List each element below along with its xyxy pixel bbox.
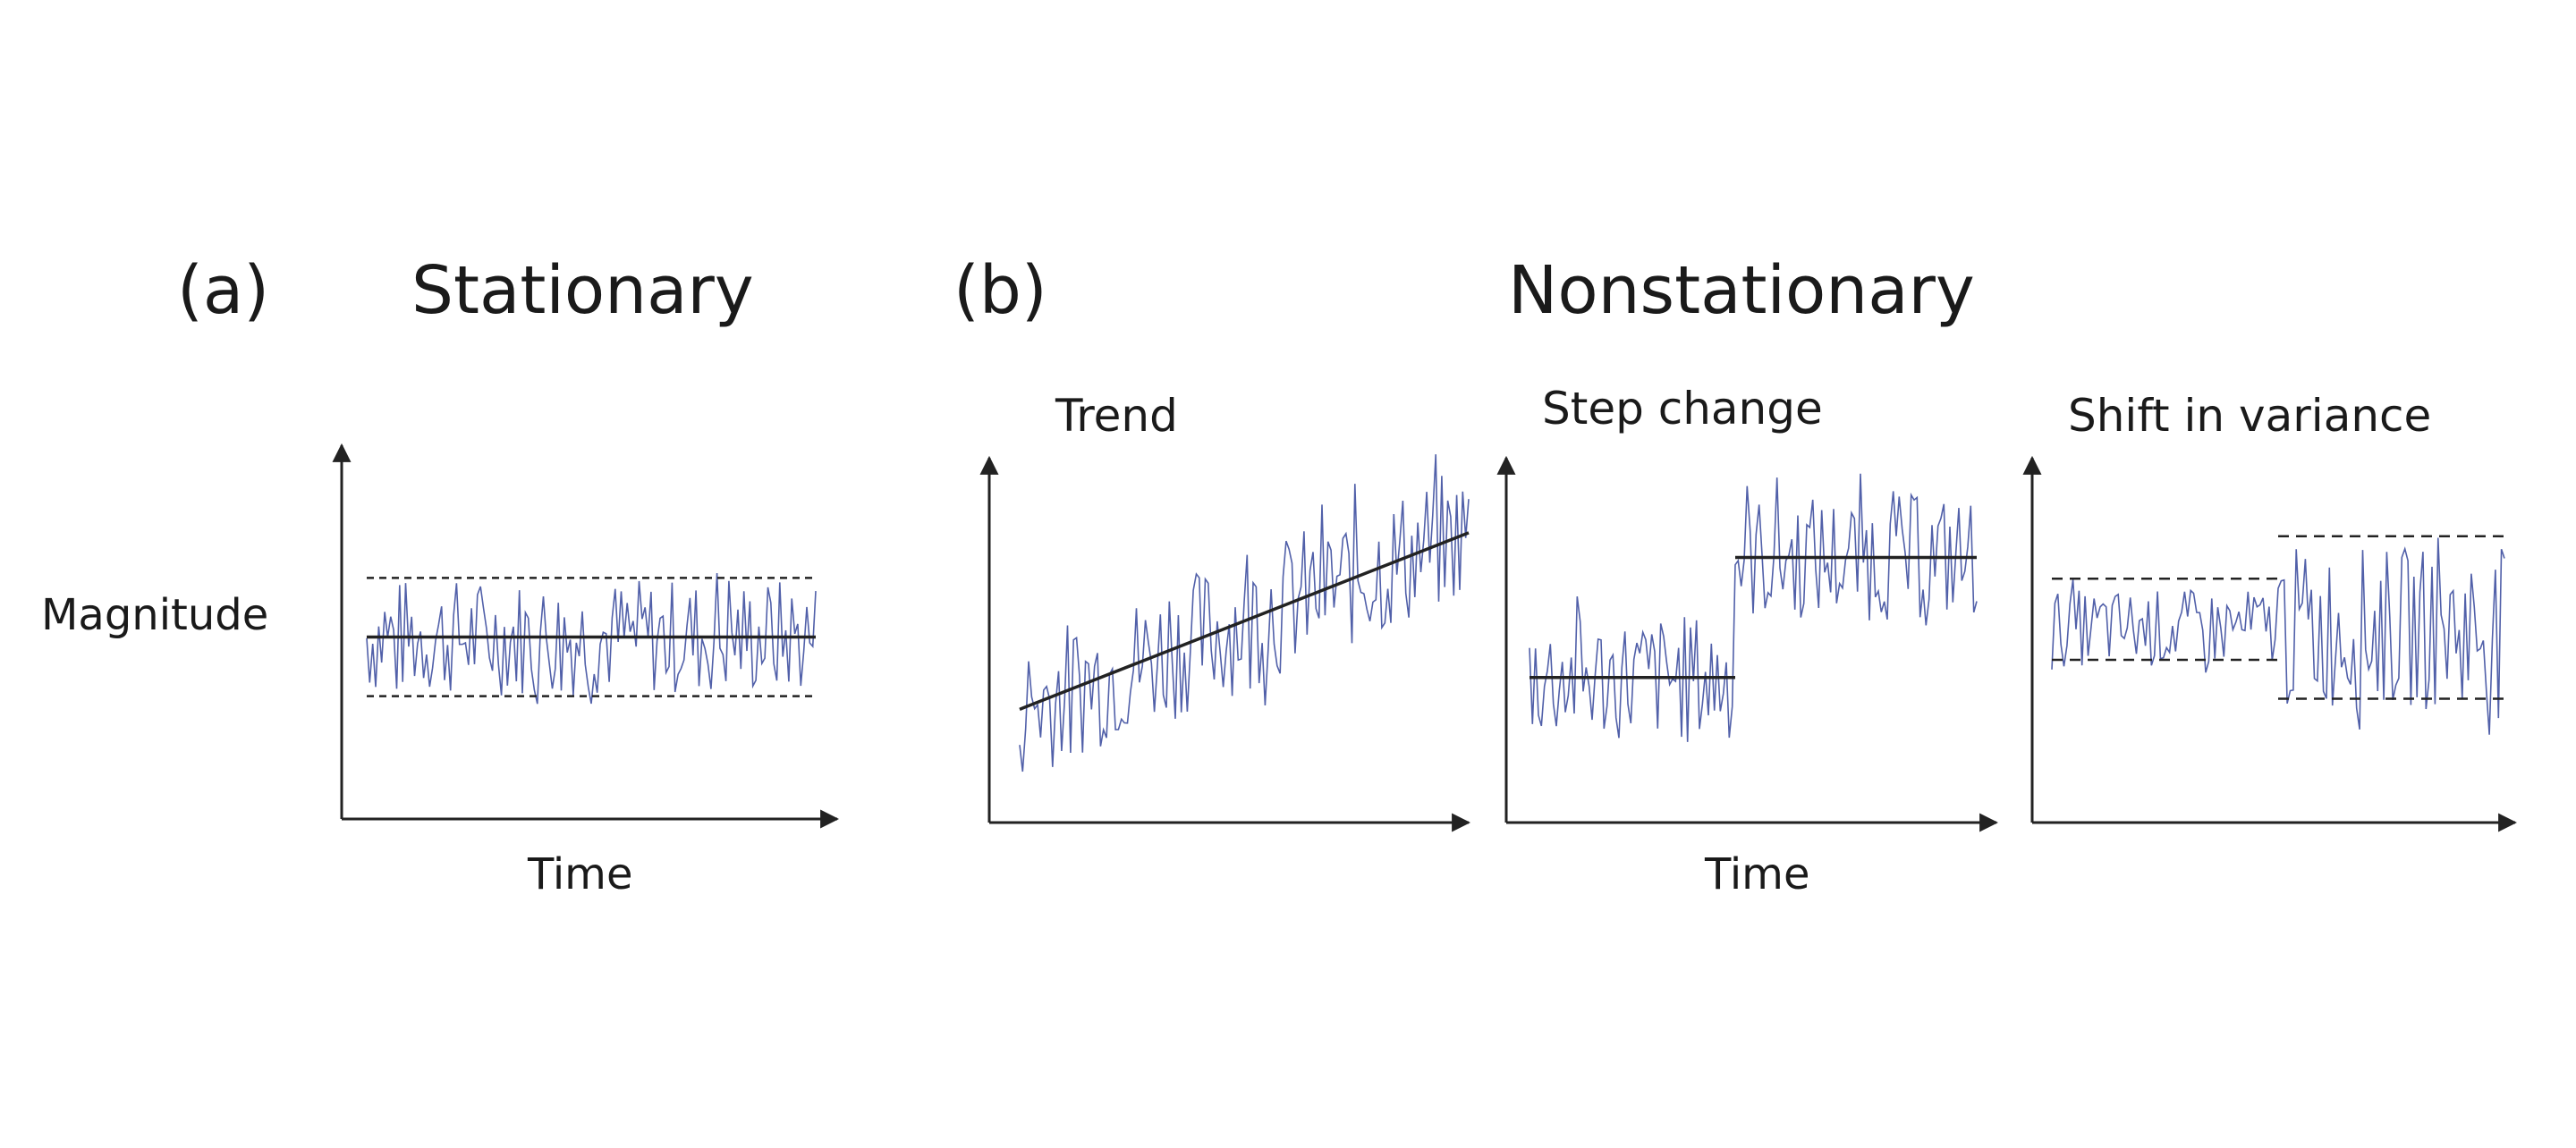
panel-b-tag: (b) — [953, 252, 1047, 329]
step-change-panel — [1496, 455, 1999, 832]
stationary-signal — [366, 572, 817, 705]
panel-b-title: Nonstationary — [1508, 252, 1975, 329]
trend-panel — [979, 454, 1471, 832]
x-axis-label-a: Time — [528, 849, 633, 899]
x-axis-label-b: Time — [1705, 849, 1810, 899]
trend-line — [1019, 531, 1470, 711]
shift-in-variance-title: Shift in variance — [2068, 390, 2432, 442]
panel-a-title: Stationary — [411, 252, 754, 329]
shift-in-variance-panel — [2022, 455, 2518, 832]
trend-title: Trend — [1055, 390, 1178, 442]
panel-a-tag: (a) — [177, 252, 270, 329]
step-change-title: Step change — [1542, 383, 1823, 435]
y-axis-label: Magnitude — [41, 590, 269, 640]
stationary-panel — [332, 443, 840, 829]
trend-signal — [1019, 454, 1470, 772]
step-signal — [1529, 473, 1978, 742]
variance-signal — [2051, 537, 2505, 735]
